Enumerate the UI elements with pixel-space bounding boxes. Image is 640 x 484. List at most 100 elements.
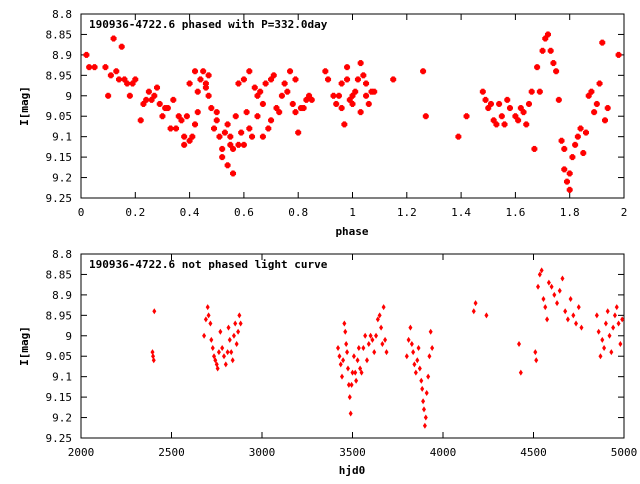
plot-frame — [80, 253, 625, 439]
data-point — [284, 88, 291, 95]
data-point — [455, 133, 462, 140]
data-point — [203, 316, 208, 323]
data-point — [607, 332, 612, 339]
data-point — [377, 312, 382, 319]
x-axis-label: phase — [335, 225, 368, 238]
data-point — [234, 340, 239, 347]
data-point — [555, 96, 562, 103]
data-point — [355, 357, 360, 364]
data-point — [420, 385, 425, 392]
data-point — [375, 316, 380, 323]
data-point — [322, 68, 329, 75]
data-point — [424, 390, 429, 397]
data-point — [83, 51, 90, 58]
data-point — [536, 88, 543, 95]
data-point — [348, 410, 353, 417]
data-point — [370, 336, 375, 343]
data-point — [268, 76, 275, 83]
data-point — [368, 332, 373, 339]
y-tick-label: 9.1 — [52, 371, 72, 384]
data-point — [422, 113, 429, 120]
data-point — [227, 133, 234, 140]
data-point — [518, 369, 523, 376]
data-point — [270, 72, 277, 79]
data-point — [194, 109, 201, 116]
data-point — [588, 88, 595, 95]
data-point — [183, 113, 190, 120]
data-point — [265, 125, 272, 132]
data-point — [404, 353, 409, 360]
data-point — [430, 345, 435, 352]
data-point — [517, 340, 522, 347]
data-point — [580, 150, 587, 157]
data-point — [593, 100, 600, 107]
data-point — [359, 369, 364, 376]
data-point — [419, 377, 424, 384]
data-point — [411, 349, 416, 356]
data-point — [618, 340, 623, 347]
x-tick-label: 2 — [621, 206, 628, 219]
data-point — [541, 295, 546, 302]
data-point — [132, 76, 139, 83]
data-point — [563, 178, 570, 185]
data-point — [337, 353, 342, 360]
data-point — [366, 340, 371, 347]
data-point — [549, 283, 554, 290]
data-point — [276, 109, 283, 116]
data-point — [236, 328, 241, 335]
data-point — [338, 361, 343, 368]
data-point — [421, 406, 426, 413]
data-point — [601, 117, 608, 124]
data-point — [506, 105, 513, 112]
data-point — [338, 80, 345, 87]
data-point — [213, 357, 218, 364]
data-point — [227, 141, 234, 148]
y-tick-label: 8.8 — [52, 8, 72, 21]
data-point — [582, 129, 589, 136]
data-point — [238, 320, 243, 327]
data-point — [371, 88, 378, 95]
data-point — [209, 336, 214, 343]
unphased-light-curve-panel: 2000 2500 3000 3500 4000 4500 5000 8.8 8.85 8.9 8.… — [18, 248, 637, 477]
y-tick-label: 9.25 — [46, 432, 73, 445]
data-point — [616, 320, 621, 327]
data-point — [151, 92, 158, 99]
data-point — [363, 332, 368, 339]
data-point — [421, 398, 426, 405]
y-tick-label: 9.15 — [46, 391, 73, 404]
data-point — [344, 64, 351, 71]
data-points — [83, 31, 622, 193]
x-tick-label: 5000 — [611, 446, 638, 459]
y-tick-label: 9.05 — [46, 350, 73, 363]
chart-title: 190936-4722.6 phased with P=332.0day — [89, 18, 328, 31]
data-point — [552, 291, 557, 298]
data-point — [614, 304, 619, 311]
data-point — [546, 279, 551, 286]
data-point — [354, 377, 359, 384]
data-point — [517, 105, 524, 112]
data-point — [159, 113, 166, 120]
data-point — [379, 324, 384, 331]
data-point — [164, 105, 171, 112]
x-tick-label: 3500 — [339, 446, 366, 459]
data-point — [91, 64, 98, 71]
data-point — [137, 117, 144, 124]
data-point — [344, 340, 349, 347]
data-point — [345, 349, 350, 356]
data-point — [501, 121, 508, 128]
data-point — [558, 137, 565, 144]
y-tick-label: 9 — [65, 90, 72, 103]
data-point — [602, 345, 607, 352]
x-tick-label: 1.8 — [560, 206, 580, 219]
data-point — [113, 68, 120, 75]
data-point — [233, 320, 238, 327]
data-point — [292, 76, 299, 83]
data-point — [498, 113, 505, 120]
data-point — [150, 349, 155, 356]
data-point — [151, 353, 156, 360]
y-axis-label: I[mag] — [18, 326, 31, 366]
data-point — [303, 96, 310, 103]
data-point — [409, 340, 414, 347]
data-point — [300, 105, 307, 112]
data-point — [463, 113, 470, 120]
